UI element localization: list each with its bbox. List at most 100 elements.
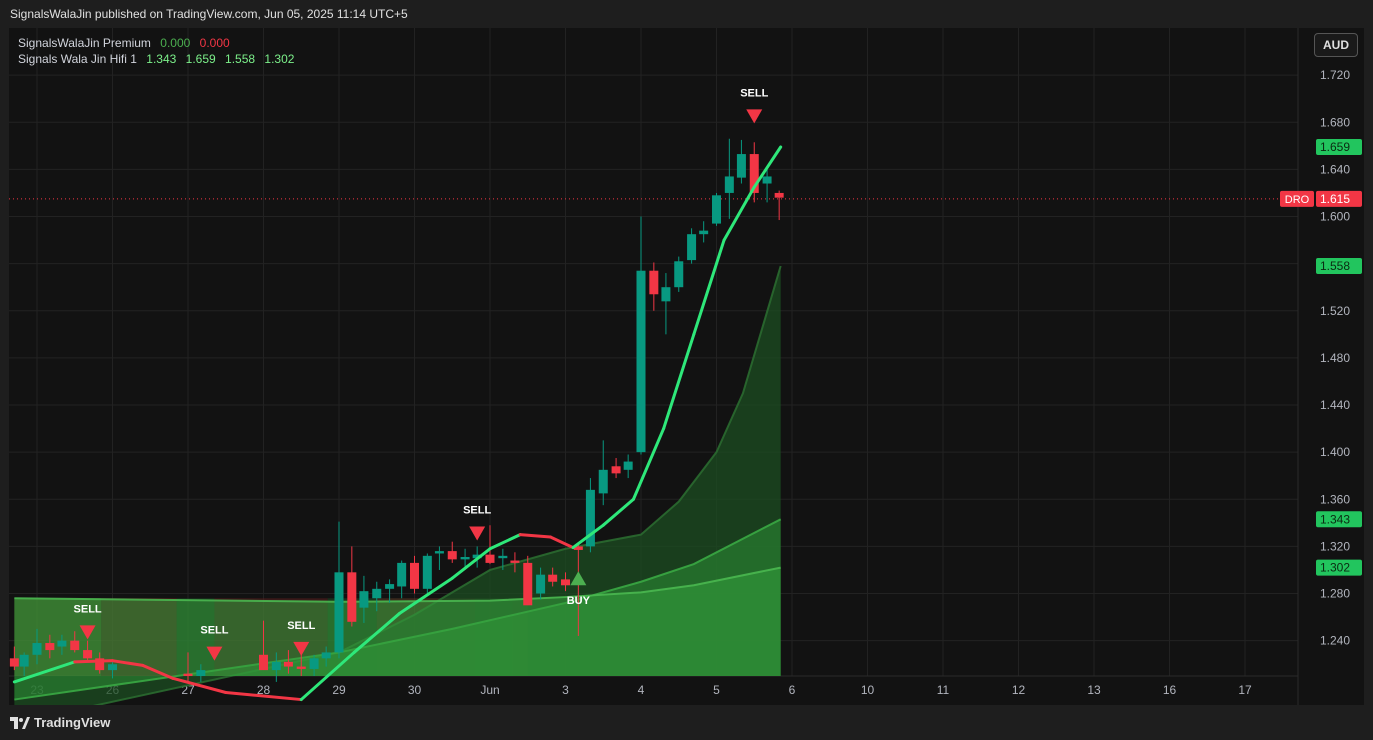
trend-segment [722,185,756,242]
symbol-tag-text: DRO [1285,194,1310,206]
candle [636,216,646,455]
price-chart[interactable]: 1.7201.6801.6401.6001.5601.5201.4801.440… [9,28,1364,705]
candle [271,652,281,682]
candle-body [283,661,293,667]
indicator-value: 1.343 [146,52,177,66]
trend-segment [601,497,635,527]
trend-segment [171,676,228,694]
candle [774,190,784,221]
candle-body [70,640,80,651]
sell-label: SELL [740,87,768,99]
candle [9,646,19,671]
x-tick-label: 16 [1163,683,1177,697]
price-label-text: 1.659 [1320,140,1350,154]
x-tick-label: 6 [789,683,796,697]
price-label-text: 1.615 [1320,192,1350,206]
price-label-text: 1.302 [1320,561,1350,575]
indicator-value: 0.000 [160,36,191,50]
chart-area[interactable]: 1.7201.6801.6401.6001.5601.5201.4801.440… [9,28,1364,705]
candle [183,652,193,682]
y-tick-label: 1.240 [1320,634,1350,648]
trend-segment [692,238,726,336]
sell-arrow-icon [293,641,310,656]
x-tick-label: 10 [861,683,875,697]
candle [762,169,772,203]
top-bar: SignalsWalaJin published on TradingView.… [0,0,1373,28]
candle [611,458,621,479]
candle [649,262,659,311]
trend-segment [73,659,114,664]
currency-button[interactable]: AUD [1314,33,1358,57]
candle [397,560,407,599]
buy-arrow-icon [570,571,587,586]
brand-name: TradingView [34,715,111,730]
candle [385,579,395,603]
candle-body [661,287,671,302]
candle-body [19,654,29,667]
candle [196,664,206,682]
signals: SELL SELL SELL SELL BUY SELL [74,87,769,661]
price-label-bg [1316,559,1362,576]
trend-segment [631,427,666,501]
trend-segment [450,547,492,580]
indicator-value: 1.659 [185,52,216,66]
legend-row-premium[interactable]: SignalsWalaJin Premium 0.000 0.000 [18,35,300,51]
candle [19,652,29,676]
price-label-text: 1.558 [1320,259,1350,273]
y-tick-label: 1.680 [1320,115,1350,129]
candle-body [9,658,19,667]
sell-label: SELL [463,504,491,516]
candle-body [724,176,734,193]
candles [9,138,784,682]
candle [561,572,570,592]
indicator-value: 1.302 [264,52,295,66]
candle [45,634,55,659]
candle [70,631,80,653]
candle-body [334,572,344,653]
indicator-name: SignalsWalaJin Premium [18,36,151,50]
sell-arrow-icon [79,625,96,640]
candle-body [183,673,193,676]
candle-body [649,270,659,295]
sell-arrow-icon [206,646,223,661]
candle [447,541,457,563]
candle-body [460,557,470,560]
price-label: 1.302 [1316,559,1362,576]
y-tick-label: 1.520 [1320,304,1350,318]
trend-segment [352,612,401,654]
y-tick-label: 1.720 [1320,68,1350,82]
x-tick-label: 4 [638,683,645,697]
sell-signal: SELL [74,603,102,640]
x-tick-label: 28 [257,683,271,697]
candle-body [385,584,395,589]
symbol-tag-bg [1280,190,1314,207]
candle-body [561,579,570,586]
candle-body [623,461,633,470]
tradingview-logo[interactable]: TradingView [10,715,110,730]
candle [95,652,105,674]
price-label: 1.615 [1316,190,1362,207]
candle [687,228,697,264]
price-label-bg [1316,190,1362,207]
trend-segment [12,660,77,684]
candle-body [57,640,67,647]
candle-body [397,562,407,587]
candle [83,640,93,662]
legend-row-hifi[interactable]: Signals Wala Jin Hifi 1 1.343 1.659 1.55… [18,51,300,67]
candle-body [598,469,608,494]
x-tick-label: Jun [480,683,499,697]
candle-body [548,574,558,582]
candle-body [636,270,646,453]
candle [296,652,306,676]
buy-label: BUY [567,595,591,607]
candle-body [447,551,457,560]
candle [712,192,721,226]
candle [548,567,558,587]
price-label-bg [1316,138,1362,155]
candle-body [712,195,721,224]
x-tick-label: 5 [713,683,720,697]
candle-body [422,555,432,589]
candle-body [498,555,508,559]
candle-body [32,643,42,655]
sell-label: SELL [200,625,228,637]
